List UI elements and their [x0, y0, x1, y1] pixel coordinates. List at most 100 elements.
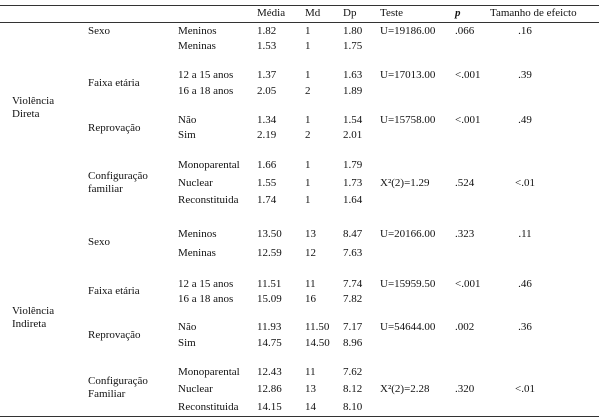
- cell-value: 7.62: [343, 366, 363, 378]
- group-label: Violência Indireta: [12, 305, 55, 330]
- variable-label: Sexo: [88, 25, 110, 37]
- group-label: Violência Direta: [12, 95, 55, 120]
- cell-value: 1.53: [257, 40, 277, 52]
- test-value: X²(2)=2.28: [380, 383, 430, 395]
- column-header: Teste: [380, 7, 404, 19]
- rule: [0, 22, 599, 23]
- cell-value: 1.73: [343, 177, 363, 189]
- category: 16 a 18 anos: [178, 293, 234, 305]
- category: 12 a 15 anos: [178, 278, 234, 290]
- category: Meninas: [178, 40, 216, 52]
- cell-value: 12.86: [257, 383, 282, 395]
- cell-value: 14.50: [305, 337, 330, 349]
- cell-value: 11.51: [257, 278, 282, 290]
- cell-value: 1.64: [343, 194, 363, 206]
- category: Nuclear: [178, 177, 213, 189]
- test-value: U=54644.00: [380, 321, 436, 333]
- cell-value: 1.80: [343, 25, 363, 37]
- cell-value: 1: [305, 194, 311, 206]
- cell-value: 12.59: [257, 247, 282, 259]
- cell-value: 2.01: [343, 129, 363, 141]
- cell-value: 1.54: [343, 114, 363, 126]
- cell-value: 11.50: [305, 321, 330, 333]
- cell-value: 1: [305, 114, 311, 126]
- column-header: Tamanho de efeicto: [490, 7, 577, 19]
- cell-value: 1.82: [257, 25, 277, 37]
- cell-value: 14.15: [257, 401, 282, 413]
- cell-value: 13: [305, 228, 316, 240]
- p-value: .524: [455, 177, 475, 189]
- category: Monoparental: [178, 366, 240, 378]
- category: Meninos: [178, 228, 217, 240]
- test-value: U=17013.00: [380, 69, 436, 81]
- cell-value: 1.79: [343, 159, 363, 171]
- variable-label: Faixa etária: [88, 285, 140, 297]
- rule: [0, 5, 599, 6]
- cell-value: 8.12: [343, 383, 363, 395]
- cell-value: 1: [305, 69, 311, 81]
- cell-value: 1: [305, 40, 311, 52]
- effect-size: .11: [518, 228, 532, 240]
- effect-size: .49: [518, 114, 532, 126]
- test-value: U=15758.00: [380, 114, 436, 126]
- cell-value: 8.10: [343, 401, 363, 413]
- category: Meninas: [178, 247, 216, 259]
- cell-value: 1.34: [257, 114, 277, 126]
- p-value: <.001: [455, 69, 481, 81]
- effect-size: .16: [518, 25, 532, 37]
- cell-value: 11.93: [257, 321, 282, 333]
- cell-value: 2.19: [257, 129, 277, 141]
- cell-value: 13.50: [257, 228, 282, 240]
- variable-label: Configuração familiar: [88, 170, 148, 195]
- cell-value: 1: [305, 159, 311, 171]
- cell-value: 8.47: [343, 228, 363, 240]
- cell-value: 1: [305, 25, 311, 37]
- variable-label: Faixa etária: [88, 77, 140, 89]
- cell-value: 15.09: [257, 293, 282, 305]
- cell-value: 11: [305, 366, 316, 378]
- category: 12 a 15 anos: [178, 69, 234, 81]
- variable-label: Sexo: [88, 236, 110, 248]
- category: Não: [178, 114, 197, 126]
- cell-value: 1: [305, 177, 311, 189]
- test-value: U=20166.00: [380, 228, 436, 240]
- p-value: .002: [455, 321, 475, 333]
- p-value: .320: [455, 383, 475, 395]
- rule: [0, 416, 599, 417]
- cell-value: 2: [305, 85, 311, 97]
- cell-value: 14.75: [257, 337, 282, 349]
- test-value: U=15959.50: [380, 278, 436, 290]
- column-header: Média: [257, 7, 286, 19]
- cell-value: 8.96: [343, 337, 363, 349]
- cell-value: 11: [305, 278, 316, 290]
- category: 16 a 18 anos: [178, 85, 234, 97]
- cell-value: 16: [305, 293, 316, 305]
- variable-label: Reprovação: [88, 122, 141, 134]
- category: Reconstituida: [178, 194, 239, 206]
- cell-value: 1.63: [343, 69, 363, 81]
- category: Nuclear: [178, 383, 213, 395]
- cell-value: 7.74: [343, 278, 363, 290]
- cell-value: 1.37: [257, 69, 277, 81]
- column-header: p: [455, 7, 461, 19]
- cell-value: 1.75: [343, 40, 363, 52]
- column-header: Dp: [343, 7, 357, 19]
- category: Não: [178, 321, 197, 333]
- cell-value: 1.66: [257, 159, 277, 171]
- cell-value: 14: [305, 401, 316, 413]
- variable-label: Reprovação: [88, 329, 141, 341]
- cell-value: 1.55: [257, 177, 277, 189]
- cell-value: 1.89: [343, 85, 363, 97]
- effect-size: .46: [518, 278, 532, 290]
- p-value: <.001: [455, 278, 481, 290]
- category: Meninos: [178, 25, 217, 37]
- p-value: <.001: [455, 114, 481, 126]
- effect-size: <.01: [515, 383, 535, 395]
- cell-value: 2: [305, 129, 311, 141]
- cell-value: 7.17: [343, 321, 363, 333]
- category: Reconstituida: [178, 401, 239, 413]
- cell-value: 12.43: [257, 366, 282, 378]
- variable-label: Configuração Familiar: [88, 375, 148, 400]
- p-value: .066: [455, 25, 475, 37]
